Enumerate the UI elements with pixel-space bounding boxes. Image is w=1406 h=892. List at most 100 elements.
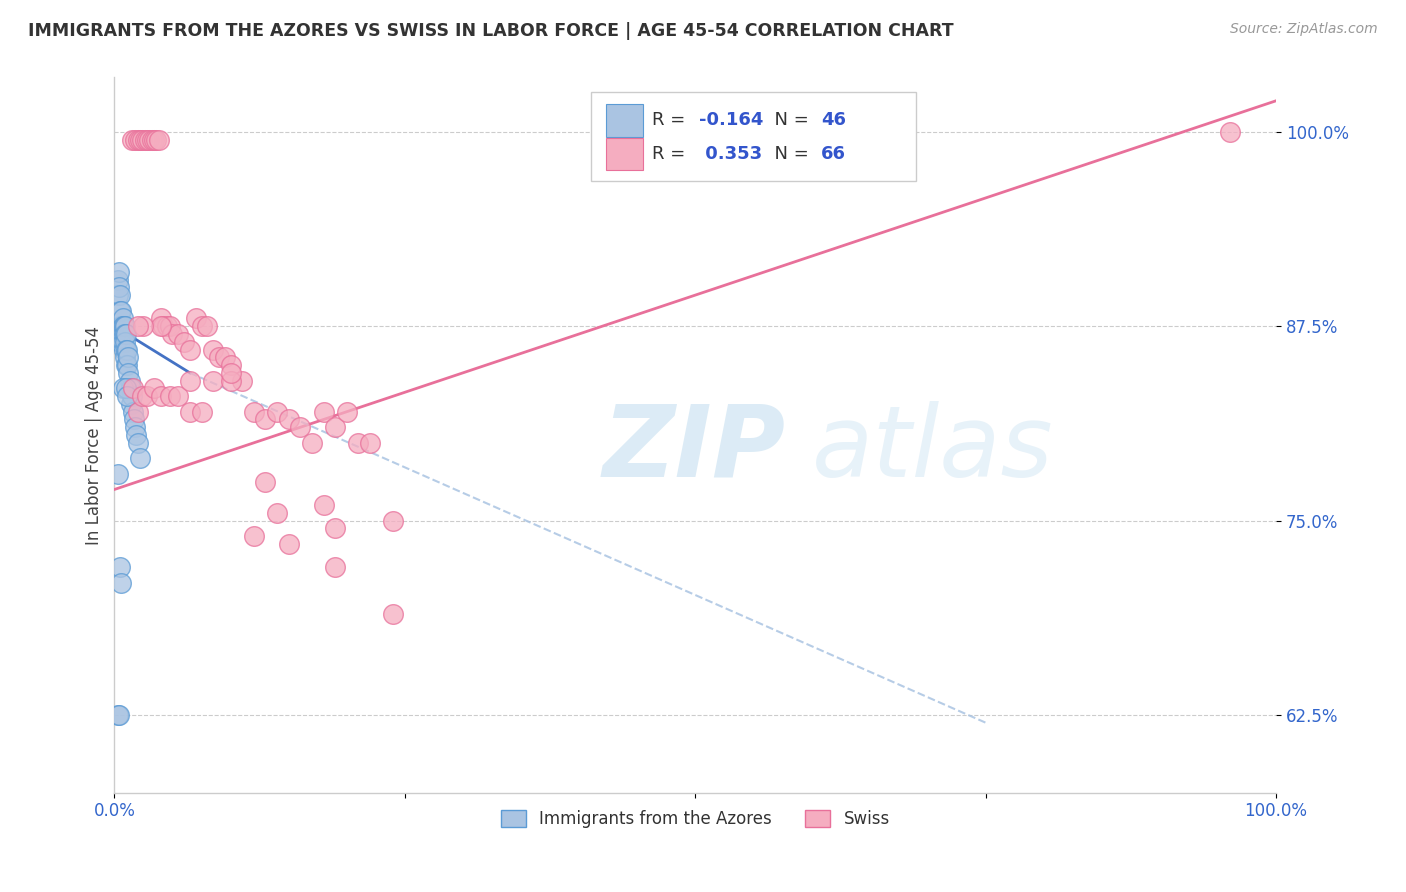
- Point: [214, 351, 236, 365]
- Point: [110, 319, 132, 334]
- Point: [110, 575, 132, 590]
- Point: [110, 560, 132, 574]
- Point: [134, 133, 156, 147]
- Point: [195, 319, 218, 334]
- Point: [159, 389, 181, 403]
- Point: [167, 326, 190, 341]
- Legend: Immigrants from the Azores, Swiss: Immigrants from the Azores, Swiss: [494, 803, 897, 834]
- Point: [312, 405, 335, 419]
- Point: [131, 389, 153, 403]
- Point: [115, 358, 138, 372]
- Point: [110, 319, 132, 334]
- Point: [122, 405, 145, 419]
- Point: [110, 334, 132, 349]
- FancyBboxPatch shape: [591, 92, 915, 181]
- Point: [120, 381, 142, 395]
- Text: ZIP: ZIP: [602, 401, 786, 498]
- Point: [149, 389, 172, 403]
- Point: [129, 451, 152, 466]
- Text: -0.164: -0.164: [699, 112, 763, 129]
- Point: [152, 319, 174, 334]
- Point: [107, 288, 129, 302]
- Point: [179, 374, 201, 388]
- Point: [125, 428, 148, 442]
- Point: [159, 319, 181, 334]
- Point: [277, 412, 299, 426]
- Point: [266, 405, 288, 419]
- Point: [382, 514, 405, 528]
- Point: [108, 280, 131, 294]
- Point: [127, 133, 149, 147]
- Point: [162, 326, 184, 341]
- Point: [131, 133, 153, 147]
- Point: [117, 351, 139, 365]
- Point: [111, 334, 134, 349]
- Text: atlas: atlas: [811, 401, 1053, 498]
- Point: [190, 319, 212, 334]
- FancyBboxPatch shape: [606, 137, 643, 170]
- Point: [277, 537, 299, 551]
- Point: [132, 319, 155, 334]
- Point: [323, 560, 346, 574]
- Point: [179, 405, 201, 419]
- Point: [184, 311, 207, 326]
- Point: [112, 343, 135, 357]
- Point: [115, 381, 138, 395]
- Point: [179, 343, 201, 357]
- Point: [243, 405, 266, 419]
- Point: [117, 366, 139, 380]
- FancyBboxPatch shape: [606, 103, 643, 136]
- Point: [114, 351, 136, 365]
- Point: [254, 475, 277, 489]
- Point: [127, 435, 149, 450]
- Point: [110, 326, 132, 341]
- Point: [136, 389, 159, 403]
- Point: [112, 326, 135, 341]
- Point: [156, 319, 179, 334]
- Point: [115, 343, 138, 357]
- Point: [108, 707, 131, 722]
- Point: [190, 405, 212, 419]
- Point: [115, 358, 138, 372]
- Text: N =: N =: [762, 145, 814, 163]
- Point: [114, 326, 136, 341]
- Point: [142, 133, 165, 147]
- Point: [149, 311, 172, 326]
- Point: [219, 374, 242, 388]
- Text: R =: R =: [652, 112, 692, 129]
- Point: [118, 374, 141, 388]
- Text: 0.353: 0.353: [699, 145, 762, 163]
- Point: [114, 334, 136, 349]
- Point: [382, 607, 405, 621]
- Point: [115, 326, 138, 341]
- Point: [112, 319, 135, 334]
- Point: [127, 319, 149, 334]
- Point: [173, 334, 195, 349]
- Point: [202, 374, 225, 388]
- Text: R =: R =: [652, 145, 692, 163]
- Point: [336, 405, 359, 419]
- Point: [254, 412, 277, 426]
- Point: [145, 133, 167, 147]
- Point: [110, 288, 132, 302]
- Point: [141, 133, 163, 147]
- Point: [114, 319, 136, 334]
- Point: [111, 381, 134, 395]
- Point: [115, 389, 138, 403]
- Point: [202, 343, 225, 357]
- Point: [124, 133, 146, 147]
- Point: [266, 506, 288, 520]
- Point: [142, 381, 165, 395]
- Point: [323, 420, 346, 434]
- Point: [219, 358, 242, 372]
- Text: 66: 66: [821, 145, 846, 163]
- Point: [347, 435, 370, 450]
- Point: [1219, 125, 1241, 139]
- Text: N =: N =: [762, 112, 814, 129]
- Point: [110, 303, 132, 318]
- Point: [120, 397, 142, 411]
- Text: Source: ZipAtlas.com: Source: ZipAtlas.com: [1230, 22, 1378, 37]
- Point: [167, 389, 190, 403]
- Point: [219, 366, 242, 380]
- Point: [148, 133, 170, 147]
